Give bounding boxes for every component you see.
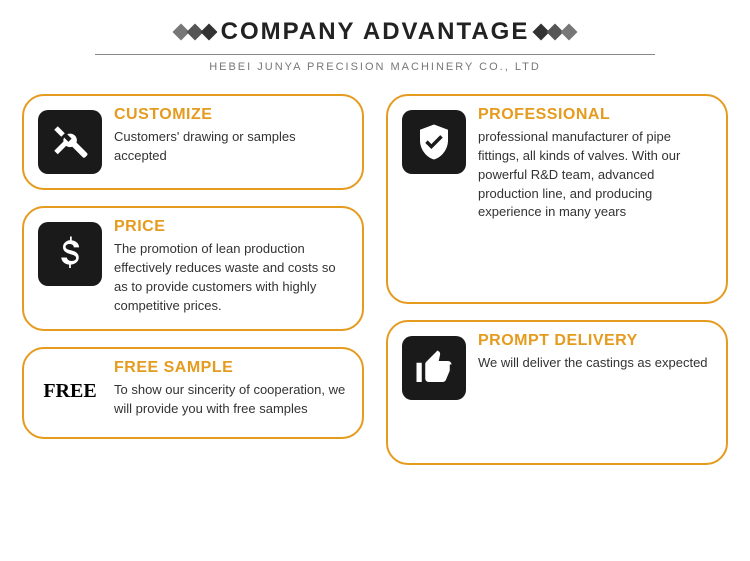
card-desc: professional manufacturer of pipe fittin… <box>478 128 712 222</box>
tools-icon <box>38 110 102 174</box>
col-right: PROFESSIONAL professional manufacturer o… <box>386 94 728 465</box>
header: COMPANY ADVANTAGE HEBEI JUNYA PRECISION … <box>0 0 750 73</box>
divider <box>95 54 655 55</box>
card-customize: CUSTOMIZE Customers' drawing or samples … <box>22 94 364 190</box>
subtitle: HEBEI JUNYA PRECISION MACHINERY CO., LTD <box>0 61 750 73</box>
shield-check-icon <box>402 110 466 174</box>
card-desc: Customers' drawing or samples accepted <box>114 128 348 166</box>
card-professional: PROFESSIONAL professional manufacturer o… <box>386 94 728 304</box>
card-desc: The promotion of lean production effecti… <box>114 240 348 315</box>
card-desc: To show our sincerity of cooperation, we… <box>114 381 348 419</box>
title-row: COMPANY ADVANTAGE <box>0 18 750 46</box>
card-title: PROFESSIONAL <box>478 106 712 124</box>
diamond-left <box>175 26 215 38</box>
card-grid: CUSTOMIZE Customers' drawing or samples … <box>0 94 750 465</box>
card-title: CUSTOMIZE <box>114 106 348 124</box>
diamond-right <box>535 26 575 38</box>
dollar-icon <box>38 222 102 286</box>
card-title: PROMPT DELIVERY <box>478 332 712 350</box>
card-price: PRICE The promotion of lean production e… <box>22 206 364 331</box>
card-desc: We will deliver the castings as expected <box>478 354 712 373</box>
thumbs-up-icon <box>402 336 466 400</box>
card-title: FREE SAMPLE <box>114 359 348 377</box>
free-icon: FREE <box>38 359 102 423</box>
card-prompt-delivery: PROMPT DELIVERY We will deliver the cast… <box>386 320 728 465</box>
card-free-sample: FREE FREE SAMPLE To show our sincerity o… <box>22 347 364 439</box>
card-title: PRICE <box>114 218 348 236</box>
page-title: COMPANY ADVANTAGE <box>221 18 530 46</box>
col-left: CUSTOMIZE Customers' drawing or samples … <box>22 94 364 465</box>
